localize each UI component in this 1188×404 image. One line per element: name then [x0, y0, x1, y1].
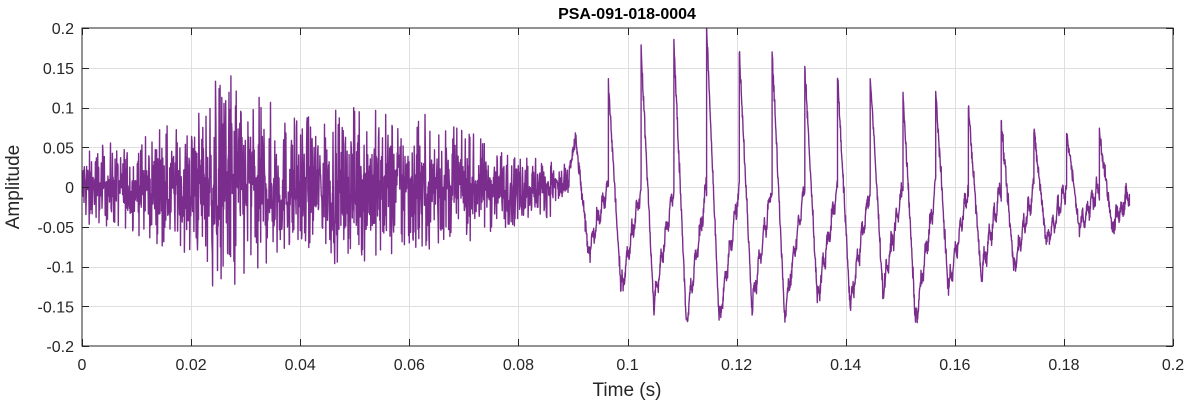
x-tick-label: 0.18	[1048, 357, 1079, 374]
y-tick-label: -0.15	[38, 299, 75, 316]
y-tick-label: -0.2	[46, 339, 74, 356]
y-tick-label: -0.1	[46, 260, 74, 277]
y-tick-label: 0.05	[43, 140, 74, 157]
waveform-line	[82, 28, 1131, 324]
x-tick-label: 0.2	[1162, 357, 1184, 374]
x-tick-label: 0.02	[176, 357, 207, 374]
y-tick-label: 0.15	[43, 61, 74, 78]
x-tick-label: 0	[78, 357, 87, 374]
x-tick-labels: 0 0.02 0.04 0.06 0.08 0.1 0.12 0.14 0.16 0.18 0.2	[78, 357, 1185, 374]
chart-title: PSA-091-018-0004	[558, 6, 696, 23]
y-tick-label: 0.2	[52, 21, 74, 38]
x-axis-label: Time (s)	[593, 380, 662, 401]
y-tick-label: 0.1	[52, 101, 74, 118]
axis-ticks	[82, 28, 1174, 347]
y-axis-label: Amplitude	[3, 145, 24, 230]
y-tick-label: -0.05	[38, 220, 75, 237]
grid-lines	[82, 28, 1173, 346]
y-tick-labels: 0.2 0.15 0.1 0.05 0 -0.05 -0.1 -0.15 -0.2	[38, 21, 75, 356]
x-tick-label: 0.14	[830, 357, 861, 374]
y-tick-label: 0	[65, 180, 74, 197]
x-tick-label: 0.04	[285, 357, 316, 374]
x-tick-label: 0.16	[939, 357, 970, 374]
x-tick-label: 0.1	[616, 357, 638, 374]
x-tick-label: 0.08	[503, 357, 534, 374]
x-tick-label: 0.12	[721, 357, 752, 374]
x-tick-label: 0.06	[394, 357, 425, 374]
